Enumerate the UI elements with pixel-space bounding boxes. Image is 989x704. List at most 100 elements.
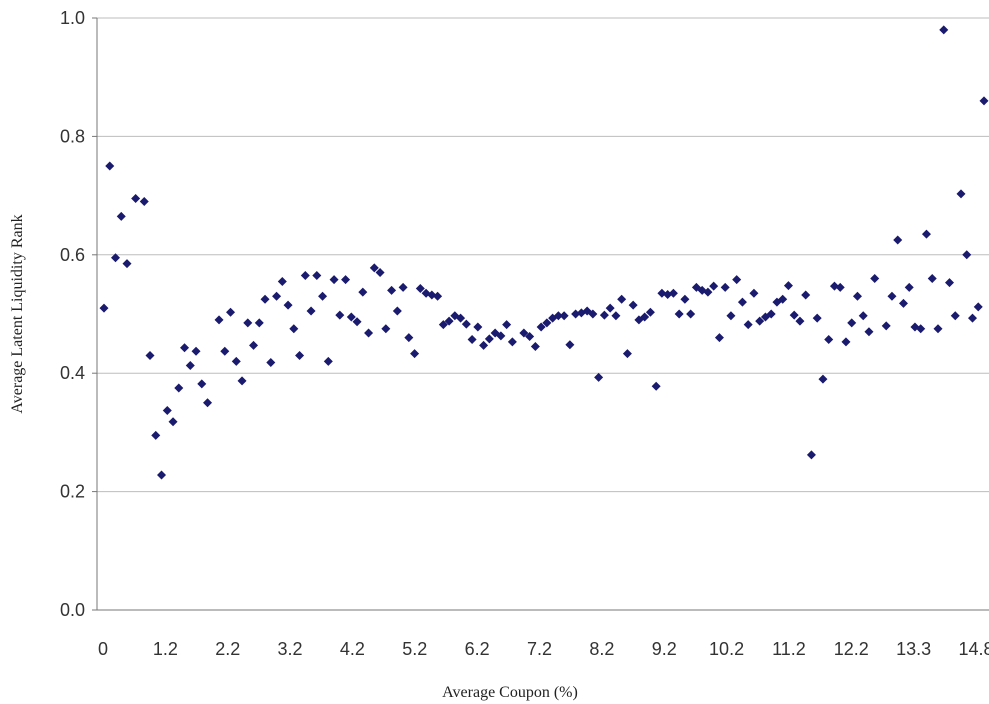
data-point — [927, 273, 937, 283]
x-tick-label: 1.2 — [153, 639, 178, 659]
data-point — [812, 313, 822, 323]
data-point — [921, 229, 931, 239]
data-point — [318, 291, 328, 301]
data-point — [329, 275, 339, 285]
data-point — [300, 271, 310, 281]
data-point — [852, 291, 862, 301]
data-point — [847, 318, 857, 328]
y-tick-label: 0.8 — [60, 126, 85, 146]
data-point — [122, 259, 132, 269]
data-point — [214, 315, 224, 325]
data-point — [369, 263, 379, 273]
data-point — [778, 294, 788, 304]
data-point — [565, 340, 575, 350]
data-point — [674, 309, 684, 319]
data-point — [335, 310, 345, 320]
data-point — [904, 282, 914, 292]
y-axis-title: Average Latent Liquidity Rank — [9, 214, 26, 413]
data-point — [272, 291, 282, 301]
x-tick-label: 12.2 — [834, 639, 869, 659]
data-point — [237, 376, 247, 386]
data-point — [599, 310, 609, 320]
data-point — [737, 297, 747, 307]
y-tick-label: 0.2 — [60, 482, 85, 502]
data-point — [617, 294, 627, 304]
y-tick-label: 0.4 — [60, 363, 85, 383]
data-point — [783, 281, 793, 291]
gridlines — [97, 17, 989, 493]
data-point — [438, 320, 448, 330]
x-tick-label: 8.2 — [589, 639, 614, 659]
data-point — [456, 313, 466, 323]
data-point — [657, 288, 667, 298]
data-point — [145, 350, 155, 360]
x-tick-label: 14.8 — [958, 639, 989, 659]
data-point — [243, 318, 253, 328]
data-point — [703, 287, 713, 297]
data-point — [157, 470, 167, 480]
data-point — [479, 340, 489, 350]
data-point — [732, 275, 742, 285]
data-point — [312, 271, 322, 281]
data-point — [381, 324, 391, 334]
data-point — [99, 303, 109, 313]
data-point — [933, 324, 943, 334]
data-point — [553, 311, 563, 321]
data-point — [185, 361, 195, 371]
x-tick-label: 0 — [98, 639, 108, 659]
data-point — [220, 346, 230, 356]
data-point — [668, 288, 678, 298]
data-point — [916, 324, 926, 334]
y-tick-labels: 0.0 0.2 0.4 0.6 0.8 1.0 — [60, 8, 97, 620]
data-points — [99, 25, 989, 480]
data-point — [789, 310, 799, 320]
data-point — [766, 309, 776, 319]
data-point — [444, 316, 454, 326]
data-point — [663, 289, 673, 299]
data-point — [507, 337, 517, 347]
x-tick-label: 7.2 — [527, 639, 552, 659]
data-point — [197, 379, 207, 389]
data-point — [131, 194, 141, 204]
data-point — [410, 349, 420, 359]
data-point — [168, 417, 178, 427]
data-point — [427, 290, 437, 300]
data-point — [226, 307, 236, 317]
data-point — [898, 298, 908, 308]
x-tick-label: 5.2 — [402, 639, 427, 659]
data-point — [415, 284, 425, 294]
data-point — [341, 275, 351, 285]
data-point — [950, 311, 960, 321]
data-point — [139, 197, 149, 207]
data-point — [749, 288, 759, 298]
data-point — [686, 309, 696, 319]
data-point — [956, 189, 966, 199]
data-point — [944, 278, 954, 288]
data-point — [939, 25, 949, 35]
data-point — [162, 405, 172, 415]
x-axis-title: Average Coupon (%) — [442, 684, 578, 701]
data-point — [231, 356, 241, 366]
data-point — [375, 268, 385, 278]
data-point — [387, 285, 397, 295]
data-point — [519, 328, 529, 338]
data-point — [404, 333, 414, 343]
x-tick-label: 9.2 — [652, 639, 677, 659]
data-point — [973, 302, 983, 312]
data-point — [870, 273, 880, 283]
data-point — [841, 337, 851, 347]
data-point — [266, 358, 276, 368]
y-tick-label: 1.0 — [60, 8, 85, 28]
data-point — [484, 334, 494, 344]
data-point — [829, 281, 839, 291]
data-point — [352, 317, 362, 327]
x-tick-label: 2.2 — [215, 639, 240, 659]
data-point — [323, 356, 333, 366]
data-point — [864, 327, 874, 337]
x-tick-label: 10.2 — [709, 639, 744, 659]
data-point — [249, 340, 259, 350]
x-tick-label: 11.2 — [772, 639, 806, 659]
data-point — [364, 328, 374, 338]
data-point — [111, 253, 121, 263]
data-point — [559, 311, 569, 321]
